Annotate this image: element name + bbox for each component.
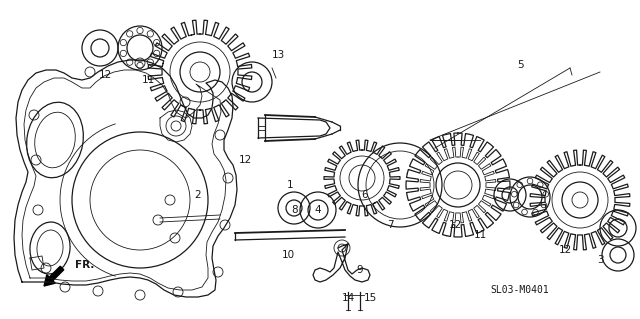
- Text: 12: 12: [238, 155, 252, 165]
- Text: 1: 1: [287, 180, 293, 190]
- Text: 15: 15: [364, 293, 376, 303]
- Text: 9: 9: [356, 265, 364, 275]
- Text: SL03-M0401: SL03-M0401: [490, 285, 548, 295]
- FancyArrow shape: [44, 266, 64, 286]
- Text: 2: 2: [195, 190, 202, 200]
- Text: 11: 11: [474, 230, 486, 240]
- Text: 3: 3: [596, 255, 604, 265]
- Text: 12: 12: [449, 220, 461, 230]
- Text: FR.: FR.: [75, 260, 94, 270]
- Text: 12: 12: [99, 70, 111, 80]
- Text: 11: 11: [141, 75, 155, 85]
- Text: 13: 13: [271, 50, 285, 60]
- Text: 14: 14: [341, 293, 355, 303]
- Text: 8: 8: [292, 205, 298, 215]
- Text: 7: 7: [387, 220, 394, 230]
- Text: 6: 6: [362, 190, 368, 200]
- Text: 10: 10: [282, 250, 294, 260]
- Text: 4: 4: [315, 205, 321, 215]
- Text: 5: 5: [516, 60, 524, 70]
- Text: 12: 12: [558, 245, 572, 255]
